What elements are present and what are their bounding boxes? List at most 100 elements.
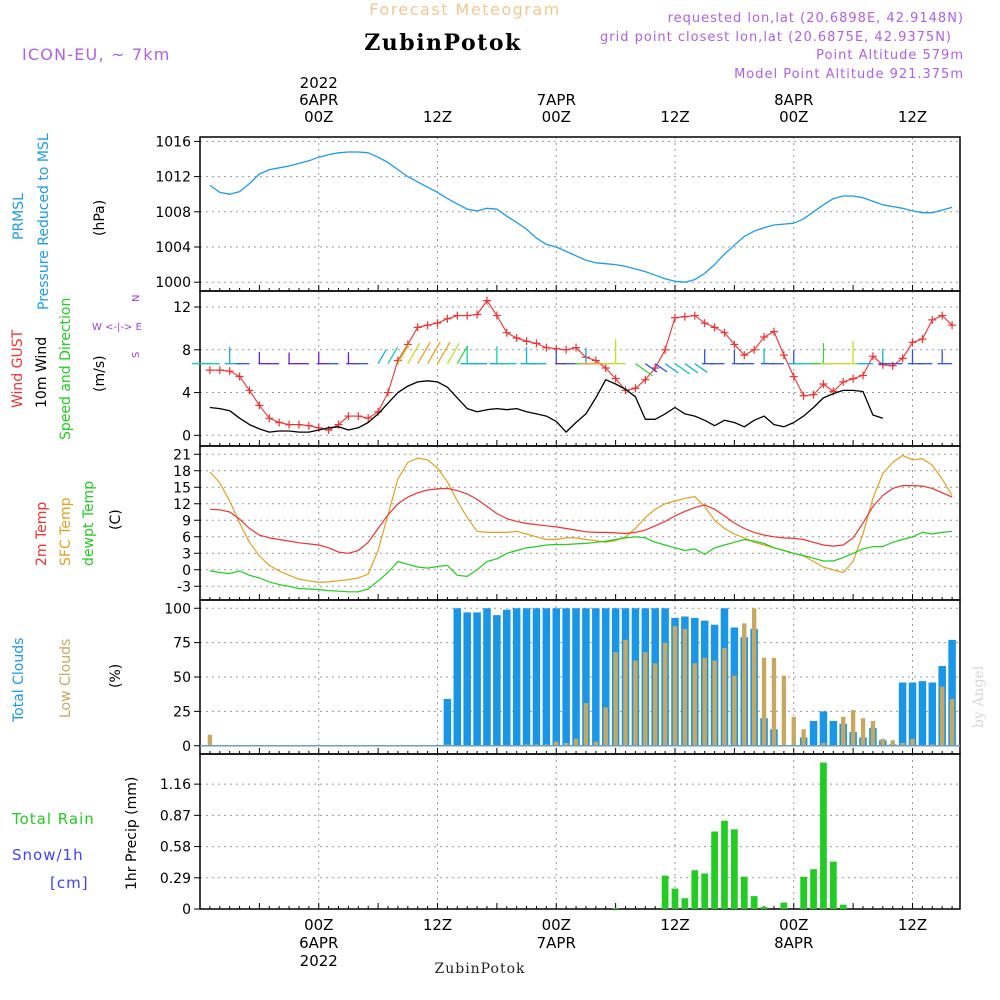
ytick-label-pressure: 1008 — [155, 205, 191, 221]
precip-bar — [760, 906, 768, 909]
low-cloud-bar — [860, 718, 866, 746]
total-cloud-bar — [542, 608, 551, 746]
ytick-label-precip: 0 — [182, 902, 191, 918]
ytick-label-pressure: 1016 — [155, 134, 191, 150]
gust-marker — [502, 328, 511, 337]
snow-label: Snow/1h — [12, 846, 84, 864]
time-label-top: 7APR — [537, 91, 576, 109]
ytick-label-temperature: -3 — [177, 579, 191, 595]
total-cloud-bar — [829, 721, 838, 746]
low-cloud-bar — [653, 663, 658, 746]
panel-frame-precip — [199, 753, 961, 910]
ytick-label-temperature: 0 — [182, 563, 191, 579]
gust-marker — [532, 339, 541, 348]
gust-marker — [294, 420, 303, 429]
precip-unit-label: 1hr Precip (mm) — [124, 777, 140, 890]
total-cloud-bar — [443, 699, 452, 746]
gust-marker — [730, 340, 739, 349]
dewpt-line — [209, 530, 953, 593]
gust-marker — [433, 319, 442, 328]
wind-arrow — [694, 363, 708, 374]
time-label-bottom: 00Z — [304, 916, 333, 934]
low-cloud-bar — [702, 657, 707, 746]
low-cloud-bar — [563, 743, 569, 746]
gust-marker — [631, 384, 640, 393]
gust-marker — [443, 314, 452, 323]
wind-arrow — [654, 363, 668, 373]
total-cloud-bar — [948, 639, 956, 746]
dir-legend-we: W <-|-> E — [92, 322, 142, 333]
total-cloud-bar — [582, 608, 590, 746]
low-cloud-bar — [821, 743, 826, 746]
low-cloud-bar — [841, 716, 846, 746]
total-cloud-bar — [918, 681, 927, 746]
gust-marker — [819, 380, 828, 388]
time-label-bottom: 12Z — [898, 916, 927, 934]
gust-marker — [245, 386, 254, 395]
total-clouds-label: Total Clouds — [11, 638, 27, 723]
ytick-label-wind: 0 — [182, 428, 191, 444]
wind-arrow — [387, 346, 399, 365]
ytick-label-precip: 1.16 — [160, 777, 191, 793]
wind-arrow — [674, 363, 690, 375]
low-cloud-bar — [880, 738, 885, 746]
location-title: ZubinPotok — [364, 30, 522, 56]
ytick-label-wind: 12 — [173, 300, 191, 316]
total-cloud-bar — [928, 682, 937, 746]
time-label-bottom: 00Z — [542, 916, 571, 934]
time-label-bottom: 7APR — [537, 934, 576, 952]
time-label-top: 00Z — [304, 108, 333, 126]
ytick-label-temperature: 6 — [182, 530, 191, 546]
wind-arrow — [664, 363, 679, 374]
temp2m-line — [209, 485, 953, 554]
ytick-label-clouds: 75 — [173, 636, 191, 652]
low-cloud-bar — [593, 741, 599, 746]
panel-frame-temperature — [199, 445, 961, 601]
gust-marker — [690, 311, 699, 320]
total-cloud-bar — [819, 711, 828, 746]
prmsl-unit-label: (hPa) — [92, 200, 108, 236]
time-label-bottom: 12Z — [423, 916, 452, 934]
total-cloud-bar — [572, 608, 580, 746]
total-cloud-bar — [592, 608, 600, 746]
gust-marker — [809, 390, 818, 399]
ytick-label-temperature: 15 — [173, 480, 191, 496]
low-cloud-bar — [207, 734, 213, 746]
ytick-label-pressure: 1004 — [155, 240, 191, 256]
gust-marker — [868, 352, 877, 361]
total-cloud-bar — [552, 608, 561, 746]
wind-unit-label: (m/s) — [92, 355, 108, 392]
requested-point: requested lon,lat (20.6898E, 42.9148N) — [668, 11, 964, 26]
low-cloud-bar — [761, 657, 767, 746]
ytick-label-temperature: 21 — [173, 447, 191, 463]
wind-arrow — [427, 341, 441, 365]
prmsl-label: PRMSL — [11, 193, 27, 240]
precip-bar — [612, 907, 619, 909]
closest-point: grid point closest lon,lat (20.6875E, 42… — [600, 30, 952, 45]
temp2m-label: 2m Temp — [34, 502, 50, 566]
wind-arrow — [417, 341, 431, 365]
total-cloud-bar — [562, 608, 570, 746]
ytick-label-clouds: 0 — [182, 739, 191, 755]
wind-arrow — [644, 363, 658, 373]
time-label-top: 2022 — [300, 74, 338, 92]
gust-marker — [760, 332, 769, 341]
low-cloud-bar — [940, 686, 945, 746]
low-cloud-bar — [791, 716, 796, 746]
total-cloud-bar — [601, 608, 610, 746]
ytick-label-temperature: 9 — [182, 513, 191, 529]
gust-marker — [908, 338, 917, 347]
low-cloud-bar — [682, 628, 688, 746]
precip-bar — [701, 873, 709, 909]
total-cloud-bar — [512, 608, 521, 746]
low-cloud-bar — [949, 699, 955, 746]
low-cloud-bar — [662, 642, 668, 746]
gust-marker — [641, 375, 650, 384]
gust-marker — [354, 412, 363, 421]
gust-marker — [710, 323, 719, 332]
gust-marker — [463, 311, 472, 320]
gust-marker — [215, 366, 224, 375]
ytick-label-temperature: 12 — [173, 497, 191, 513]
gust-marker — [562, 345, 571, 354]
